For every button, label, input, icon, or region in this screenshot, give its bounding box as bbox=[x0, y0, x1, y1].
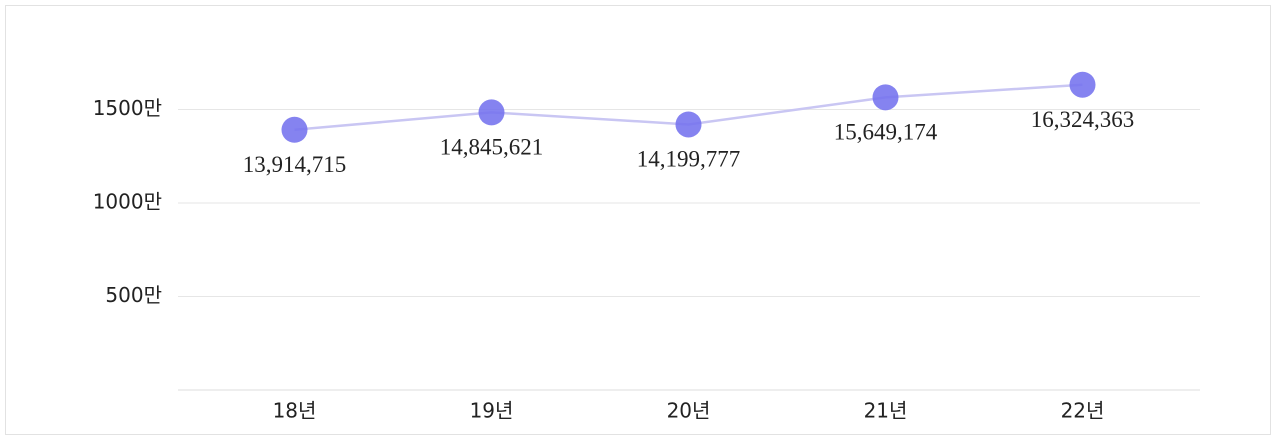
value-label: 13,914,715 bbox=[243, 152, 347, 177]
x-tick-label: 22년 bbox=[1061, 399, 1105, 423]
y-tick-label: 1000만 bbox=[93, 190, 162, 214]
value-label: 14,199,777 bbox=[637, 147, 741, 172]
point bbox=[478, 99, 505, 126]
y-tick-label: 500만 bbox=[105, 283, 162, 307]
x-tick-label: 21년 bbox=[864, 399, 908, 423]
point bbox=[281, 116, 308, 143]
chart-frame bbox=[5, 5, 1271, 435]
point bbox=[872, 84, 899, 111]
x-tick-label: 19년 bbox=[470, 399, 514, 423]
point bbox=[1069, 71, 1096, 98]
point bbox=[675, 111, 702, 138]
value-label: 16,324,363 bbox=[1031, 107, 1135, 132]
value-label: 14,845,621 bbox=[440, 135, 544, 160]
x-tick-label: 20년 bbox=[667, 399, 711, 423]
value-label: 15,649,174 bbox=[834, 120, 938, 145]
x-tick-label: 18년 bbox=[273, 399, 317, 423]
y-tick-label: 1500만 bbox=[93, 96, 162, 120]
